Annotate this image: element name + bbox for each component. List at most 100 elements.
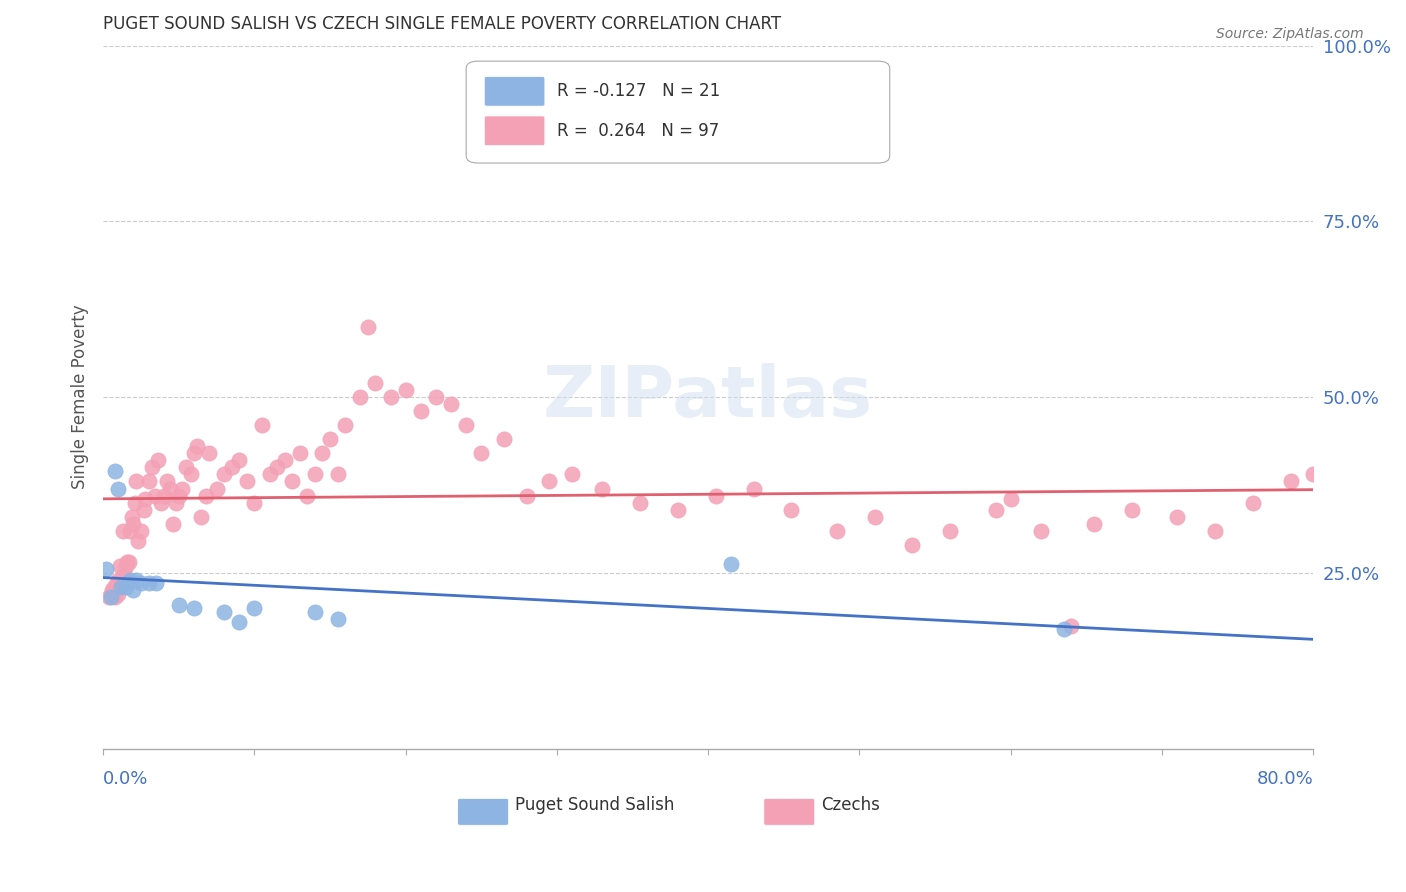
Point bbox=[409, 404, 432, 418]
Point bbox=[742, 482, 765, 496]
Point bbox=[1166, 509, 1188, 524]
Point bbox=[121, 509, 143, 524]
Point bbox=[104, 464, 127, 478]
Point bbox=[141, 460, 163, 475]
Point bbox=[114, 558, 136, 573]
Point bbox=[190, 509, 212, 524]
Text: R =  0.264   N = 97: R = 0.264 N = 97 bbox=[557, 121, 720, 140]
Point bbox=[186, 439, 208, 453]
FancyBboxPatch shape bbox=[467, 62, 890, 163]
Point bbox=[333, 418, 356, 433]
Text: Czechs: Czechs bbox=[821, 796, 880, 814]
Point bbox=[236, 475, 259, 489]
Point bbox=[103, 580, 125, 594]
Point bbox=[1204, 524, 1226, 538]
Point bbox=[863, 509, 886, 524]
Point bbox=[470, 446, 492, 460]
Point bbox=[125, 573, 148, 587]
Point bbox=[107, 587, 129, 601]
Point bbox=[112, 566, 135, 580]
Point bbox=[492, 433, 515, 447]
Point bbox=[1241, 495, 1264, 509]
Point bbox=[456, 418, 478, 433]
Point bbox=[100, 591, 122, 605]
Point bbox=[1083, 516, 1105, 531]
Point bbox=[250, 418, 273, 433]
Point bbox=[591, 482, 613, 496]
Point bbox=[104, 591, 127, 605]
Point bbox=[111, 524, 134, 538]
Point bbox=[132, 502, 155, 516]
Point bbox=[901, 538, 924, 552]
Point bbox=[118, 555, 141, 569]
Point bbox=[98, 591, 121, 605]
Point bbox=[1000, 491, 1022, 506]
Point bbox=[100, 587, 122, 601]
Point bbox=[326, 467, 349, 482]
Point bbox=[205, 482, 228, 496]
Point bbox=[221, 460, 243, 475]
Point bbox=[176, 460, 198, 475]
Point bbox=[195, 489, 218, 503]
Point bbox=[127, 534, 149, 549]
Point bbox=[1302, 467, 1324, 482]
Point bbox=[156, 475, 179, 489]
Point bbox=[326, 611, 349, 625]
Text: Source: ZipAtlas.com: Source: ZipAtlas.com bbox=[1216, 27, 1364, 41]
Point bbox=[167, 598, 190, 612]
Point bbox=[107, 482, 129, 496]
Point bbox=[120, 573, 142, 587]
Point bbox=[212, 467, 235, 482]
Point bbox=[939, 524, 962, 538]
Y-axis label: Single Female Poverty: Single Female Poverty bbox=[72, 305, 89, 490]
Point bbox=[1053, 622, 1076, 636]
FancyBboxPatch shape bbox=[484, 116, 546, 145]
Point bbox=[304, 605, 326, 619]
Point bbox=[425, 390, 447, 404]
Point bbox=[107, 573, 129, 587]
Point bbox=[380, 390, 402, 404]
Point bbox=[110, 576, 132, 591]
Point bbox=[167, 489, 190, 503]
Point bbox=[440, 397, 463, 411]
Text: ZIPatlas: ZIPatlas bbox=[543, 363, 873, 432]
FancyBboxPatch shape bbox=[458, 798, 509, 825]
Point bbox=[138, 475, 160, 489]
Point bbox=[180, 467, 202, 482]
Point bbox=[117, 555, 139, 569]
Point bbox=[105, 576, 128, 591]
Point bbox=[145, 576, 167, 591]
Point bbox=[780, 502, 803, 516]
Point bbox=[138, 576, 160, 591]
Point bbox=[108, 558, 131, 573]
Point bbox=[304, 467, 326, 482]
Point bbox=[120, 524, 142, 538]
Point bbox=[143, 489, 166, 503]
Point bbox=[266, 460, 288, 475]
Point bbox=[297, 489, 319, 503]
Point bbox=[319, 433, 342, 447]
Point bbox=[124, 495, 146, 509]
Point bbox=[243, 601, 266, 615]
Point bbox=[228, 453, 250, 467]
Point bbox=[198, 446, 221, 460]
Point bbox=[212, 605, 235, 619]
Point bbox=[259, 467, 281, 482]
Point bbox=[134, 491, 156, 506]
Point bbox=[349, 390, 371, 404]
Point bbox=[825, 524, 848, 538]
Point bbox=[1279, 475, 1302, 489]
Text: 0.0%: 0.0% bbox=[103, 770, 149, 788]
Text: PUGET SOUND SALISH VS CZECH SINGLE FEMALE POVERTY CORRELATION CHART: PUGET SOUND SALISH VS CZECH SINGLE FEMAL… bbox=[103, 15, 782, 33]
Point bbox=[1121, 502, 1143, 516]
Point bbox=[720, 557, 742, 571]
Point bbox=[114, 580, 136, 594]
Point bbox=[516, 489, 538, 503]
Point bbox=[114, 576, 136, 591]
Point bbox=[101, 583, 124, 598]
Point bbox=[561, 467, 583, 482]
Point bbox=[281, 475, 304, 489]
Point bbox=[364, 376, 387, 390]
Point bbox=[666, 502, 689, 516]
Point bbox=[183, 446, 205, 460]
